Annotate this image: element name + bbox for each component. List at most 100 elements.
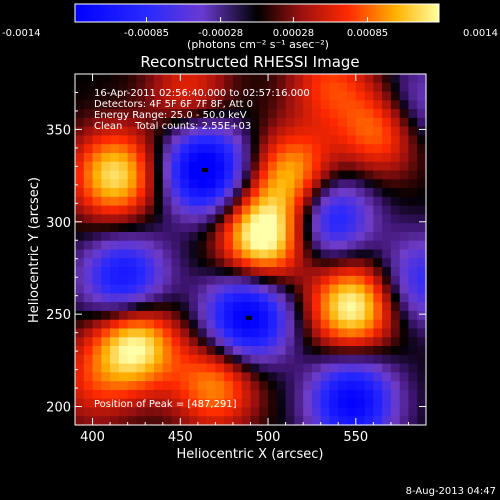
heatmap-cell xyxy=(215,267,225,277)
heatmap-cell xyxy=(311,214,322,224)
heatmap-cell xyxy=(338,249,348,259)
heatmap-cell xyxy=(101,170,111,180)
heatmap-cell xyxy=(294,398,304,409)
heatmap-cell xyxy=(206,249,217,259)
heatmap-cell xyxy=(390,126,401,137)
heatmap-cell xyxy=(197,152,208,163)
heatmap-cell xyxy=(153,319,164,330)
heatmap-cell xyxy=(303,240,313,251)
heatmap-cell xyxy=(303,214,313,224)
heatmap-cell xyxy=(303,302,313,312)
heatmap-cell xyxy=(162,91,173,101)
heatmap-cell xyxy=(232,126,243,137)
heatmap-cell xyxy=(329,231,339,242)
heatmap-cell xyxy=(224,170,234,180)
heatmap-cell xyxy=(259,346,269,356)
heatmap-cell xyxy=(311,196,322,207)
heatmap-cell xyxy=(399,302,410,312)
heatmap-cell xyxy=(417,100,427,110)
heatmap-cell xyxy=(338,337,348,347)
heatmap-cell xyxy=(355,398,366,409)
heatmap-cell xyxy=(285,231,295,242)
heatmap-cell xyxy=(417,231,427,242)
timestamp: 8-Aug-2013 04:47 xyxy=(406,486,496,497)
heatmap-cell xyxy=(408,205,418,216)
heatmap-cell xyxy=(355,144,366,154)
heatmap-cell xyxy=(347,100,357,110)
heatmap-cell xyxy=(276,328,287,338)
heatmap-cell xyxy=(364,267,374,277)
heatmap-cell xyxy=(171,354,181,365)
heatmap-cell xyxy=(311,135,322,145)
heatmap-cell xyxy=(347,284,357,294)
heatmap-cell xyxy=(75,152,85,163)
heatmap-cell xyxy=(206,223,217,233)
heatmap-cell xyxy=(232,310,243,321)
heatmap-cell xyxy=(250,240,260,251)
heatmap-cell xyxy=(180,91,190,101)
heatmap-cell xyxy=(92,188,102,198)
heatmap-cell xyxy=(224,381,234,391)
heatmap-cell xyxy=(118,363,129,373)
heatmap-cell xyxy=(311,205,322,216)
heatmap-cell xyxy=(303,389,313,400)
heatmap-cell xyxy=(276,398,287,409)
heatmap-cell xyxy=(232,398,243,409)
heatmap-cell xyxy=(399,240,410,251)
heatmap-cell xyxy=(118,152,129,163)
heatmap-cell xyxy=(241,354,252,365)
heatmap-cell xyxy=(224,214,234,224)
heatmap-cell xyxy=(136,354,146,365)
heatmap-cell xyxy=(373,267,383,277)
heatmap-cell xyxy=(232,135,243,145)
heatmap-cell xyxy=(347,179,357,189)
heatmap-cell xyxy=(364,144,374,154)
heatmap-cell xyxy=(162,179,173,189)
annotation-detectors: Detectors: 4F 5F 6F 7F 8F, Att 0 xyxy=(94,99,253,110)
heatmap-cell xyxy=(171,293,181,303)
heatmap-cell xyxy=(382,117,392,128)
y-tick-label: 200 xyxy=(46,401,71,416)
heatmap-cell xyxy=(417,152,427,163)
heatmap-cell xyxy=(303,363,313,373)
heatmap-cell xyxy=(417,389,427,400)
heatmap-cell xyxy=(162,82,173,93)
heatmap-cell xyxy=(417,407,427,417)
heatmap-cell xyxy=(153,389,164,400)
heatmap-cell xyxy=(338,100,348,110)
heatmap-cell xyxy=(373,328,383,338)
heatmap-cell xyxy=(127,126,138,137)
heatmap-cell xyxy=(171,267,181,277)
heatmap-cell xyxy=(101,416,111,426)
heatmap-cell xyxy=(110,310,120,321)
heatmap-cell xyxy=(373,188,383,198)
heatmap-cell xyxy=(110,267,120,277)
heatmap-cell xyxy=(311,275,322,286)
heatmap-cell xyxy=(417,144,427,154)
heatmap-cell xyxy=(303,416,313,426)
heatmap-cell xyxy=(75,117,85,128)
heatmap-cell xyxy=(320,416,331,426)
heatmap-cell xyxy=(83,152,94,163)
heatmap-cell xyxy=(224,109,234,119)
heatmap-cell xyxy=(338,144,348,154)
heatmap-cell xyxy=(285,310,295,321)
heatmap-cell xyxy=(373,179,383,189)
heatmap-cell xyxy=(250,152,260,163)
heatmap-cell xyxy=(101,240,111,251)
heatmap-cell xyxy=(224,179,234,189)
heatmap-cell xyxy=(189,293,199,303)
heatmap-cell xyxy=(136,381,146,391)
colorbar-tick-label: -0.00085 xyxy=(124,28,169,39)
heatmap-cell xyxy=(171,275,181,286)
heatmap-cell xyxy=(285,117,295,128)
heatmap-cell xyxy=(268,74,278,84)
heatmap-cell xyxy=(224,267,234,277)
heatmap-cell xyxy=(408,258,418,268)
heatmap-cell xyxy=(390,363,401,373)
heatmap-cell xyxy=(259,372,269,382)
heatmap-cell xyxy=(101,231,111,242)
heatmap-cell xyxy=(373,223,383,233)
chart-title: Reconstructed RHESSI Image xyxy=(140,53,359,71)
heatmap-cell xyxy=(355,249,366,259)
